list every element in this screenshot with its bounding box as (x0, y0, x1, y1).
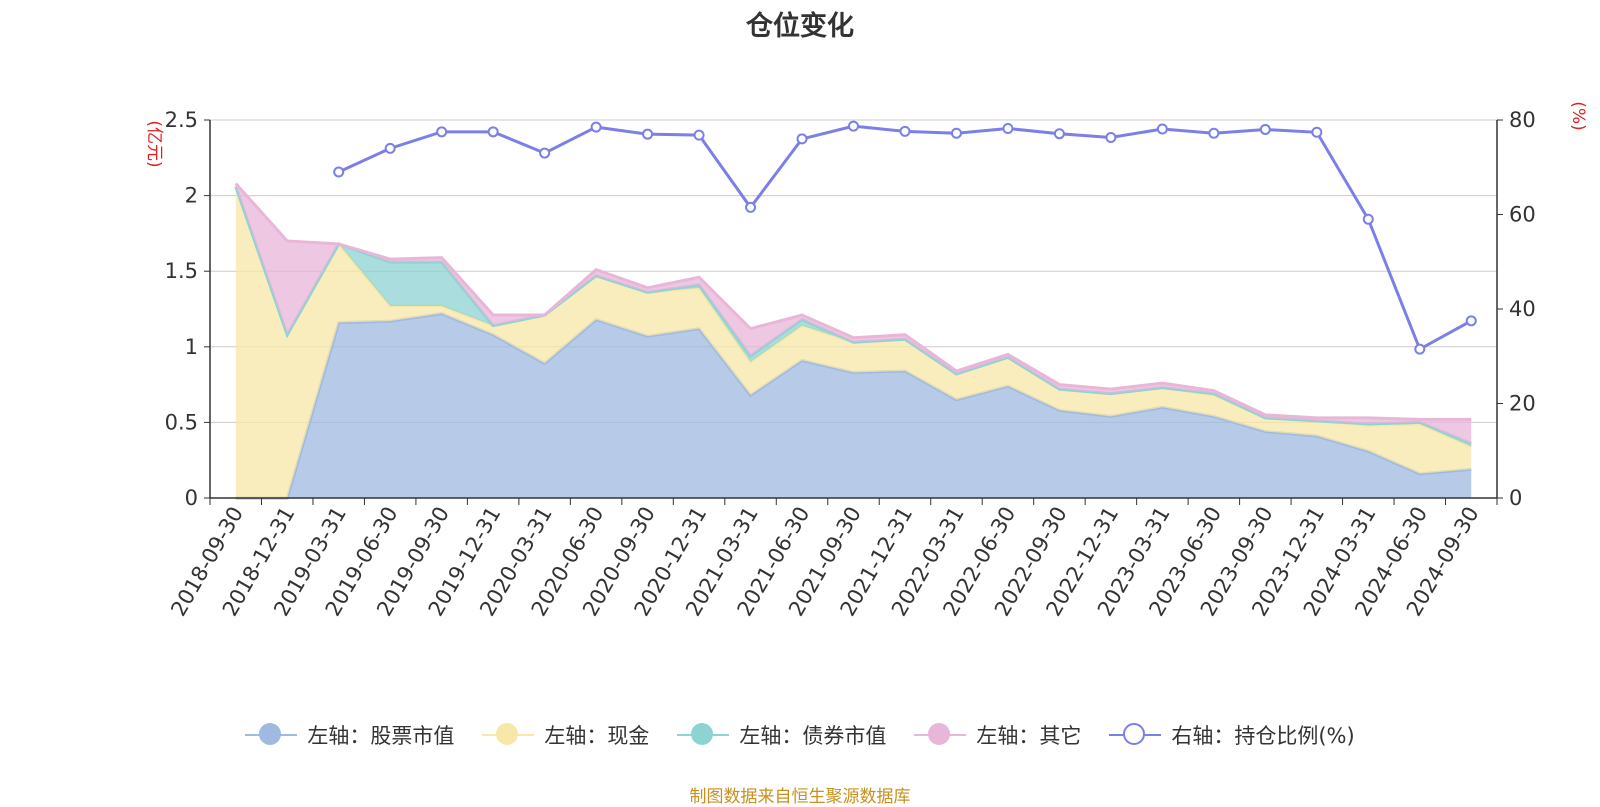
ratio-point (1105, 131, 1117, 143)
legend-item-bond[interactable]: 左轴：债券市值 (677, 720, 886, 750)
area-series-2 (235, 186, 1472, 447)
ratio-point (1156, 123, 1168, 135)
right-tick-label: 60 (1509, 203, 1536, 227)
right-axis-unit: (%) (1568, 101, 1588, 130)
legend-label-cash: 左轴：现金 (544, 724, 650, 748)
ratio-point (1311, 126, 1323, 138)
area-series-0 (235, 313, 1472, 498)
legend-bond-icon (677, 722, 730, 748)
left-tick-label: 0 (185, 486, 198, 510)
left-axis-unit: (亿元) (144, 120, 164, 167)
ratio-point (848, 120, 859, 132)
area-line-3 (234, 182, 1472, 421)
right-tick-label: 80 (1509, 108, 1536, 132)
ratio-point (333, 166, 345, 178)
legend-stock-icon (245, 722, 298, 748)
ratio-point (1259, 123, 1271, 135)
legend-label-ratio: 右轴：持仓比例(%) (1171, 724, 1355, 748)
left-tick-label: 0.5 (165, 410, 198, 434)
legend-item-other[interactable]: 左轴：其它 (914, 720, 1081, 750)
left-tick-label: 1.5 (165, 259, 198, 283)
ratio-point (384, 142, 396, 154)
left-tick-label: 1 (185, 335, 198, 359)
right-tick-label: 0 (1509, 486, 1522, 510)
ratio-point (745, 201, 757, 213)
left-tick-label: 2.5 (165, 108, 198, 132)
ratio-point (1362, 213, 1374, 225)
legend-cash-icon (482, 722, 535, 748)
ratio-point (539, 147, 551, 159)
chart-title: 仓位变化 (746, 11, 854, 42)
ratio-point (1002, 123, 1014, 135)
ratio-point (487, 126, 499, 138)
ratio-point (1208, 127, 1220, 139)
legend: 左轴：股票市值 左轴：现金 左轴：债券市值 左轴：其它 右轴：持仓比例(%) (0, 720, 1600, 750)
ratio-point (1414, 343, 1426, 355)
legend-item-stock[interactable]: 左轴：股票市值 (245, 720, 454, 750)
legend-label-stock: 左轴：股票市值 (307, 724, 455, 748)
legend-other-icon (914, 722, 967, 748)
legend-label-other: 左轴：其它 (976, 724, 1082, 748)
ratio-point (693, 129, 705, 141)
legend-item-cash[interactable]: 左轴：现金 (482, 720, 649, 750)
legend-item-ratio[interactable]: 右轴：持仓比例(%) (1109, 720, 1355, 750)
ratio-point (950, 127, 962, 139)
ratio-point (642, 128, 654, 140)
ratio-point (436, 126, 448, 138)
right-tick-label: 40 (1509, 297, 1536, 321)
ratio-point (590, 121, 602, 133)
right-tick-label: 20 (1509, 392, 1536, 416)
ratio-point (1053, 128, 1065, 140)
ratio-point (899, 125, 911, 137)
ratio-point (1465, 315, 1477, 327)
legend-ratio-icon (1109, 722, 1162, 748)
data-source-note: 制图数据来自恒生聚源数据库 (689, 787, 911, 807)
left-tick-label: 2 (185, 184, 198, 208)
ratio-point (796, 133, 808, 145)
legend-label-bond: 左轴：债券市值 (739, 724, 887, 748)
